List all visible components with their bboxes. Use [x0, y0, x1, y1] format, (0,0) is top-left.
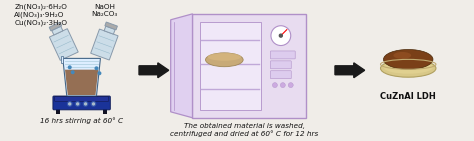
- Bar: [201, 22, 261, 110]
- Circle shape: [271, 26, 291, 46]
- Circle shape: [91, 102, 96, 106]
- Circle shape: [84, 103, 87, 105]
- Bar: [91, 29, 118, 60]
- Bar: [105, 22, 118, 30]
- FancyBboxPatch shape: [271, 71, 291, 79]
- Circle shape: [83, 102, 88, 106]
- Circle shape: [95, 67, 98, 70]
- Text: NaOH
Na₂CO₃: NaOH Na₂CO₃: [91, 4, 118, 17]
- FancyBboxPatch shape: [55, 97, 109, 101]
- Polygon shape: [65, 70, 98, 95]
- Ellipse shape: [381, 59, 436, 77]
- Circle shape: [273, 83, 277, 88]
- Text: Zn(NO₃)₂·6H₂O
Al(NO₃)₃·9H₂O
Cu(NO₃)₂·3H₂O: Zn(NO₃)₂·6H₂O Al(NO₃)₃·9H₂O Cu(NO₃)₂·3H₂…: [14, 4, 67, 27]
- Bar: [103, 109, 107, 114]
- Circle shape: [75, 102, 80, 106]
- Text: CuZnAl LDH: CuZnAl LDH: [380, 92, 436, 102]
- FancyBboxPatch shape: [271, 61, 291, 69]
- FancyArrow shape: [139, 63, 169, 78]
- Circle shape: [69, 103, 71, 105]
- Circle shape: [68, 66, 71, 69]
- Circle shape: [280, 83, 285, 88]
- Circle shape: [77, 103, 79, 105]
- Polygon shape: [63, 58, 100, 96]
- Ellipse shape: [383, 49, 433, 69]
- Circle shape: [92, 103, 94, 105]
- Bar: [56, 109, 60, 114]
- Circle shape: [288, 83, 293, 88]
- Ellipse shape: [393, 52, 411, 59]
- Circle shape: [72, 71, 74, 74]
- Circle shape: [68, 102, 72, 106]
- Ellipse shape: [383, 61, 433, 74]
- Text: The obtained material is washed,
centrifuged and dried at 60° C for 12 hrs: The obtained material is washed, centrif…: [170, 123, 319, 137]
- Ellipse shape: [206, 53, 243, 67]
- Polygon shape: [171, 14, 192, 118]
- Text: 16 hrs stirring at 60° C: 16 hrs stirring at 60° C: [40, 117, 123, 124]
- FancyArrow shape: [335, 63, 365, 78]
- Bar: [49, 22, 62, 31]
- Circle shape: [98, 72, 100, 75]
- Bar: [49, 29, 78, 60]
- Bar: [104, 26, 115, 34]
- Bar: [61, 56, 64, 63]
- Bar: [52, 26, 63, 35]
- Bar: [192, 14, 306, 118]
- FancyBboxPatch shape: [53, 96, 110, 110]
- Ellipse shape: [208, 53, 241, 61]
- Circle shape: [279, 34, 283, 37]
- FancyBboxPatch shape: [271, 51, 295, 59]
